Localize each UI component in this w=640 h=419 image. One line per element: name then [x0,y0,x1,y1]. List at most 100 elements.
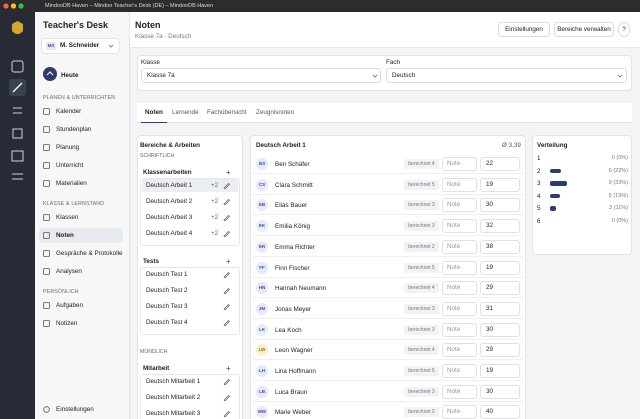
filter-select[interactable]: Klasse 7a [141,68,381,83]
avatar: CS [256,178,268,191]
header-button[interactable]: ? [618,22,630,37]
nav-item[interactable]: Unterricht [56,162,84,169]
row-divider [252,276,524,278]
score-input[interactable]: 30 [480,384,520,399]
score-input[interactable]: 30 [480,322,520,337]
student-name: Elias Bauer [275,202,308,210]
score-input[interactable]: 38 [480,239,520,254]
computed-grade: berechnet 5 [404,179,439,190]
score-input[interactable]: 22 [480,157,520,171]
area-item[interactable]: Deutsch Test 1 [146,271,188,278]
row-divider [252,338,524,340]
nav-item[interactable]: Materialien [56,180,87,187]
student-name: Leon Wagner [275,347,313,355]
edit-icon [223,231,230,237]
row-divider [252,380,524,381]
tab[interactable]: Noten [141,103,167,123]
note-input[interactable]: Note [442,177,477,192]
score-input[interactable]: 32 [480,219,520,234]
grade-label: 4 [537,192,541,200]
score-input[interactable]: 29 [480,343,520,358]
tab[interactable]: Zeugnisnoten [256,109,295,116]
row-divider [252,400,524,402]
nav-item[interactable]: Kalender [56,108,82,115]
title-bar [0,0,640,12]
nav-item[interactable]: Stundenplan [56,126,92,133]
score-input[interactable]: 29 [480,281,520,296]
nav-item[interactable]: Klassen [56,214,79,221]
score-input[interactable]: 19 [480,364,520,378]
nav-icon [43,232,50,239]
group-name: Tests [143,258,159,265]
score-input[interactable]: 31 [480,301,520,316]
settings-link[interactable]: Einstellungen [56,406,94,413]
tab[interactable]: Fachübersicht [207,109,247,116]
nav-active [39,228,123,243]
item-badge: +2 [211,230,219,237]
area-item[interactable]: Deutsch Test 3 [146,303,188,310]
area-item[interactable]: Deutsch Test 4 [146,319,188,326]
note-input[interactable]: Note [442,260,477,275]
header-button[interactable]: Einstellungen [498,22,550,37]
nav-icon [43,180,50,187]
note-input[interactable]: Note [442,322,477,337]
student-name: Lea Koch [275,326,302,334]
score-input[interactable]: 19 [480,177,520,192]
row-divider [252,173,524,174]
area-item[interactable]: Deutsch Mitarbeit 1 [146,378,201,385]
note-input[interactable]: Note [442,281,477,296]
nav-item[interactable]: Gespräche & Protokolle [56,250,123,257]
nav-item[interactable]: Noten [56,232,74,239]
computed-grade: berechnet 3 [404,303,439,314]
nav-icon [43,250,50,257]
nav-item[interactable]: Planung [56,144,80,151]
avatar: LK [256,323,268,336]
edit-icon [223,288,230,294]
user-card[interactable] [41,38,120,54]
group-add[interactable]: + [226,168,231,177]
grade-label: 3 [537,180,541,187]
grades-average: Ø 3,39 [502,142,521,149]
nav-icon [43,108,50,115]
row-divider [252,235,524,237]
area-item[interactable]: Deutsch Arbeit 2 [146,198,193,205]
note-input[interactable]: Note [442,239,477,254]
computed-grade: berechnet 3 [404,200,439,211]
edit-icon [223,320,230,326]
nav-item[interactable]: Notizen [56,320,78,327]
chevron [108,44,114,48]
score-input[interactable]: 40 [480,405,520,419]
note-input[interactable]: Note [442,364,477,378]
nav-item[interactable]: Analysen [56,268,82,275]
score-input[interactable]: 30 [480,198,520,213]
note-input[interactable]: Note [442,405,477,419]
computed-grade: berechnet 4 [404,159,439,169]
grade-label: 2 [537,167,541,175]
user-initials: MS [46,42,56,50]
tab[interactable]: Lernende [172,109,199,116]
note-input[interactable]: Note [442,301,477,316]
area-item[interactable]: Deutsch Mitarbeit 2 [146,394,201,401]
group-add[interactable]: + [226,364,231,373]
note-input[interactable]: Note [442,157,477,171]
filter-select[interactable]: Deutsch [386,68,627,83]
note-input[interactable]: Note [442,384,477,399]
area-item[interactable]: Deutsch Arbeit 3 [146,214,193,221]
note-input[interactable]: Note [442,219,477,234]
computed-grade: berechnet 2 [404,407,439,418]
area-item[interactable]: Deutsch Test 2 [146,287,188,294]
nav-section-title: PERSÖNLICH [43,289,79,295]
group-add[interactable]: + [226,257,231,266]
nav-icon [43,144,50,151]
computed-grade: berechnet 2 [404,241,439,252]
today[interactable]: Heute [61,72,79,79]
area-item[interactable]: Deutsch Arbeit 1 [146,182,193,189]
note-input[interactable]: Note [442,343,477,358]
area-item[interactable]: Deutsch Mitarbeit 3 [146,410,201,417]
edit-icon [223,379,230,385]
note-input[interactable]: Note [442,198,477,213]
nav-item[interactable]: Aufgaben [56,302,83,309]
header-button[interactable]: Bereiche verwalten [554,22,614,37]
score-input[interactable]: 19 [480,260,520,275]
area-item[interactable]: Deutsch Arbeit 4 [146,230,193,237]
